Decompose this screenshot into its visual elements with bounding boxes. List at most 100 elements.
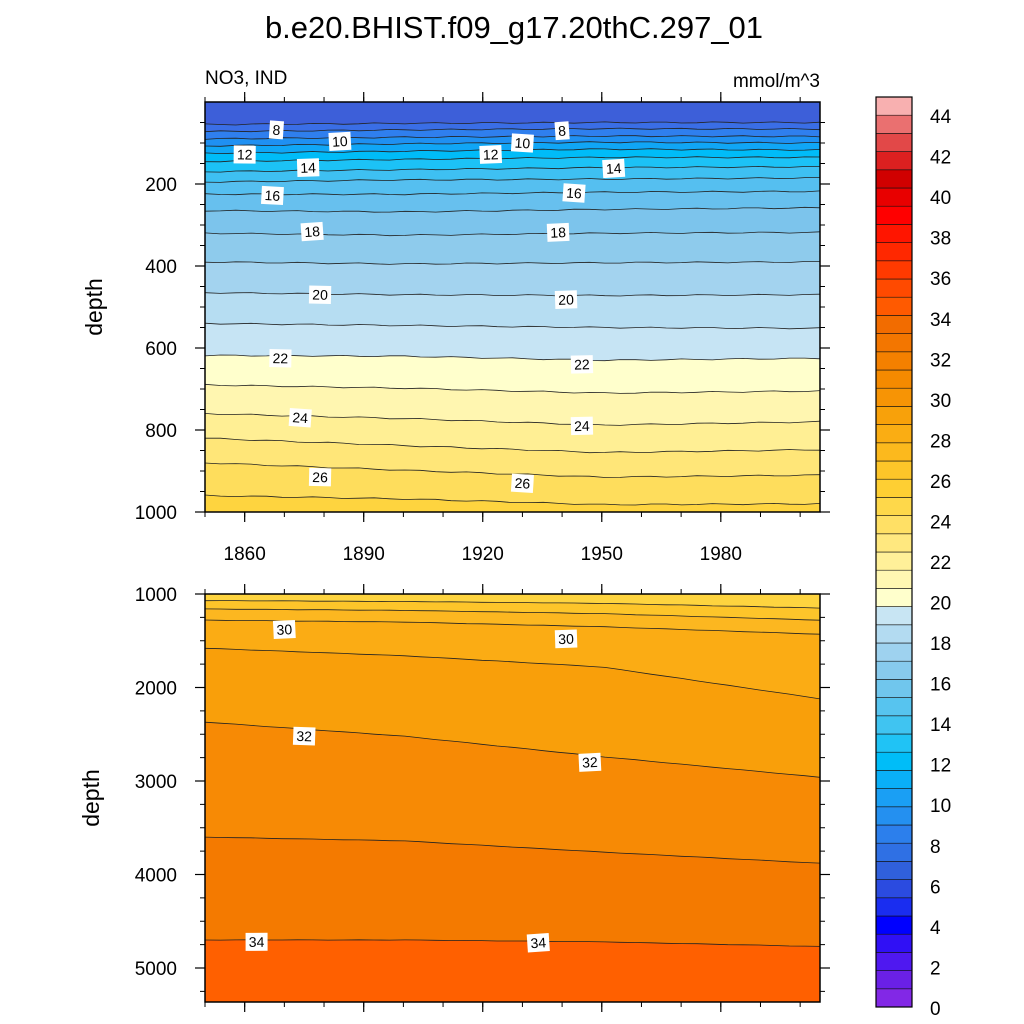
colorbar-swatch xyxy=(875,660,913,680)
y-tick-label: 2000 xyxy=(135,679,177,700)
colorbar-swatch xyxy=(875,387,913,407)
y-tick-label: 400 xyxy=(145,257,177,278)
svg-text:18: 18 xyxy=(304,223,321,240)
colorbar-label: 32 xyxy=(930,350,951,371)
colorbar-swatch xyxy=(875,751,913,771)
contour-lines xyxy=(205,600,820,947)
colorbar-label: 36 xyxy=(930,269,951,290)
colorbar-label: 22 xyxy=(930,553,951,574)
colorbar-label: 20 xyxy=(930,594,951,615)
contour-line xyxy=(205,127,820,133)
colorbar-swatch xyxy=(875,624,913,644)
colorbar-swatch xyxy=(875,824,913,844)
contour-label: 20 xyxy=(554,290,578,309)
contour-fills xyxy=(205,102,820,512)
colorbar-swatch xyxy=(875,406,913,425)
contour-label: 34 xyxy=(245,932,268,951)
contour-label: 14 xyxy=(296,158,320,177)
contour-line xyxy=(205,600,820,609)
contour-label: 10 xyxy=(510,133,534,153)
svg-text:26: 26 xyxy=(312,469,328,485)
colorbar-label: 28 xyxy=(930,431,951,452)
contour-label: 26 xyxy=(308,467,332,487)
svg-text:26: 26 xyxy=(514,475,531,492)
colorbar-swatch xyxy=(875,915,913,935)
contour-line xyxy=(205,292,820,297)
colorbar-swatch xyxy=(875,606,913,626)
y-tick-label: 3000 xyxy=(135,772,177,793)
colorbar-swatch xyxy=(875,224,913,243)
svg-text:30: 30 xyxy=(558,631,574,648)
svg-text:8: 8 xyxy=(272,122,281,138)
lower-panel: 1000 2000 3000 4000 5000 30 30 32 32 34 34 depth xyxy=(78,584,830,1012)
colorbar-swatch xyxy=(875,879,913,899)
colorbar-label: 8 xyxy=(930,837,941,858)
colorbar-label: 16 xyxy=(930,675,951,696)
colorbar-label: 26 xyxy=(930,472,951,493)
colorbar-swatch xyxy=(875,205,913,225)
colorbar-swatch xyxy=(875,133,913,152)
colorbar-label: 0 xyxy=(930,999,941,1020)
colorbar-swatch xyxy=(875,442,913,462)
contour-fills xyxy=(205,594,820,1002)
colorbar-swatch xyxy=(875,478,913,498)
svg-text:32: 32 xyxy=(582,754,599,771)
colorbar: 0246810121416182022242628303234363840424… xyxy=(875,96,952,1020)
colorbar-label: 10 xyxy=(930,796,951,817)
y-tick-label: 800 xyxy=(145,421,177,442)
contour-line xyxy=(205,939,820,947)
y-tick-label: 1000 xyxy=(135,585,177,606)
contour-label: 18 xyxy=(300,221,324,242)
plot-frame xyxy=(204,593,821,1003)
contour-label: 20 xyxy=(308,285,332,304)
colorbar-label: 42 xyxy=(930,148,951,169)
chart-title: b.e20.BHIST.f09_g17.20thC.297_01 xyxy=(265,10,763,45)
contour-band xyxy=(205,939,820,1002)
y-tick-label: 600 xyxy=(145,339,177,360)
x-tick-label: 1950 xyxy=(581,544,623,565)
colorbar-swatch xyxy=(875,151,913,171)
svg-text:20: 20 xyxy=(558,291,574,308)
contour-label: 12 xyxy=(233,145,256,164)
units-label: mmol/m^3 xyxy=(733,71,820,92)
contour-line xyxy=(205,322,820,330)
colorbar-label: 12 xyxy=(930,756,951,777)
contour-label: 8 xyxy=(268,120,285,140)
colorbar-label: 44 xyxy=(930,107,952,128)
y-axis-label: depth xyxy=(78,769,104,827)
colorbar-label: 38 xyxy=(930,229,951,250)
svg-text:12: 12 xyxy=(483,146,499,163)
svg-text:10: 10 xyxy=(332,133,349,150)
colorbar-swatch xyxy=(875,988,913,1008)
contour-line xyxy=(205,619,820,635)
colorbar-swatch xyxy=(875,278,913,298)
colorbar-swatch xyxy=(875,114,913,134)
colorbar-swatch xyxy=(875,333,913,353)
svg-text:8: 8 xyxy=(558,122,567,139)
colorbar-swatch xyxy=(875,806,913,826)
colorbar-swatch xyxy=(875,260,913,280)
colorbar-swatch xyxy=(875,351,913,371)
svg-text:16: 16 xyxy=(264,187,281,204)
contour-line xyxy=(205,206,820,213)
svg-text:16: 16 xyxy=(566,184,583,201)
contour-band xyxy=(205,495,820,512)
svg-text:14: 14 xyxy=(300,159,316,175)
svg-text:22: 22 xyxy=(574,356,590,372)
colorbar-swatch xyxy=(875,770,913,789)
colorbar-swatch xyxy=(875,861,913,880)
contour-label: 22 xyxy=(269,349,292,368)
colorbar-swatch xyxy=(875,715,913,735)
colorbar-swatch xyxy=(875,697,913,717)
x-tick-label: 1890 xyxy=(343,544,385,565)
contour-line xyxy=(205,383,820,394)
colorbar-swatch xyxy=(875,533,913,553)
colorbar-swatch xyxy=(875,588,913,607)
colorbar-swatch xyxy=(875,733,913,753)
colorbar-swatch xyxy=(875,970,913,990)
svg-text:32: 32 xyxy=(296,728,312,745)
colorbar-label: 24 xyxy=(930,512,952,533)
colorbar-swatch xyxy=(875,933,913,953)
x-tick-label: 1920 xyxy=(462,544,504,565)
